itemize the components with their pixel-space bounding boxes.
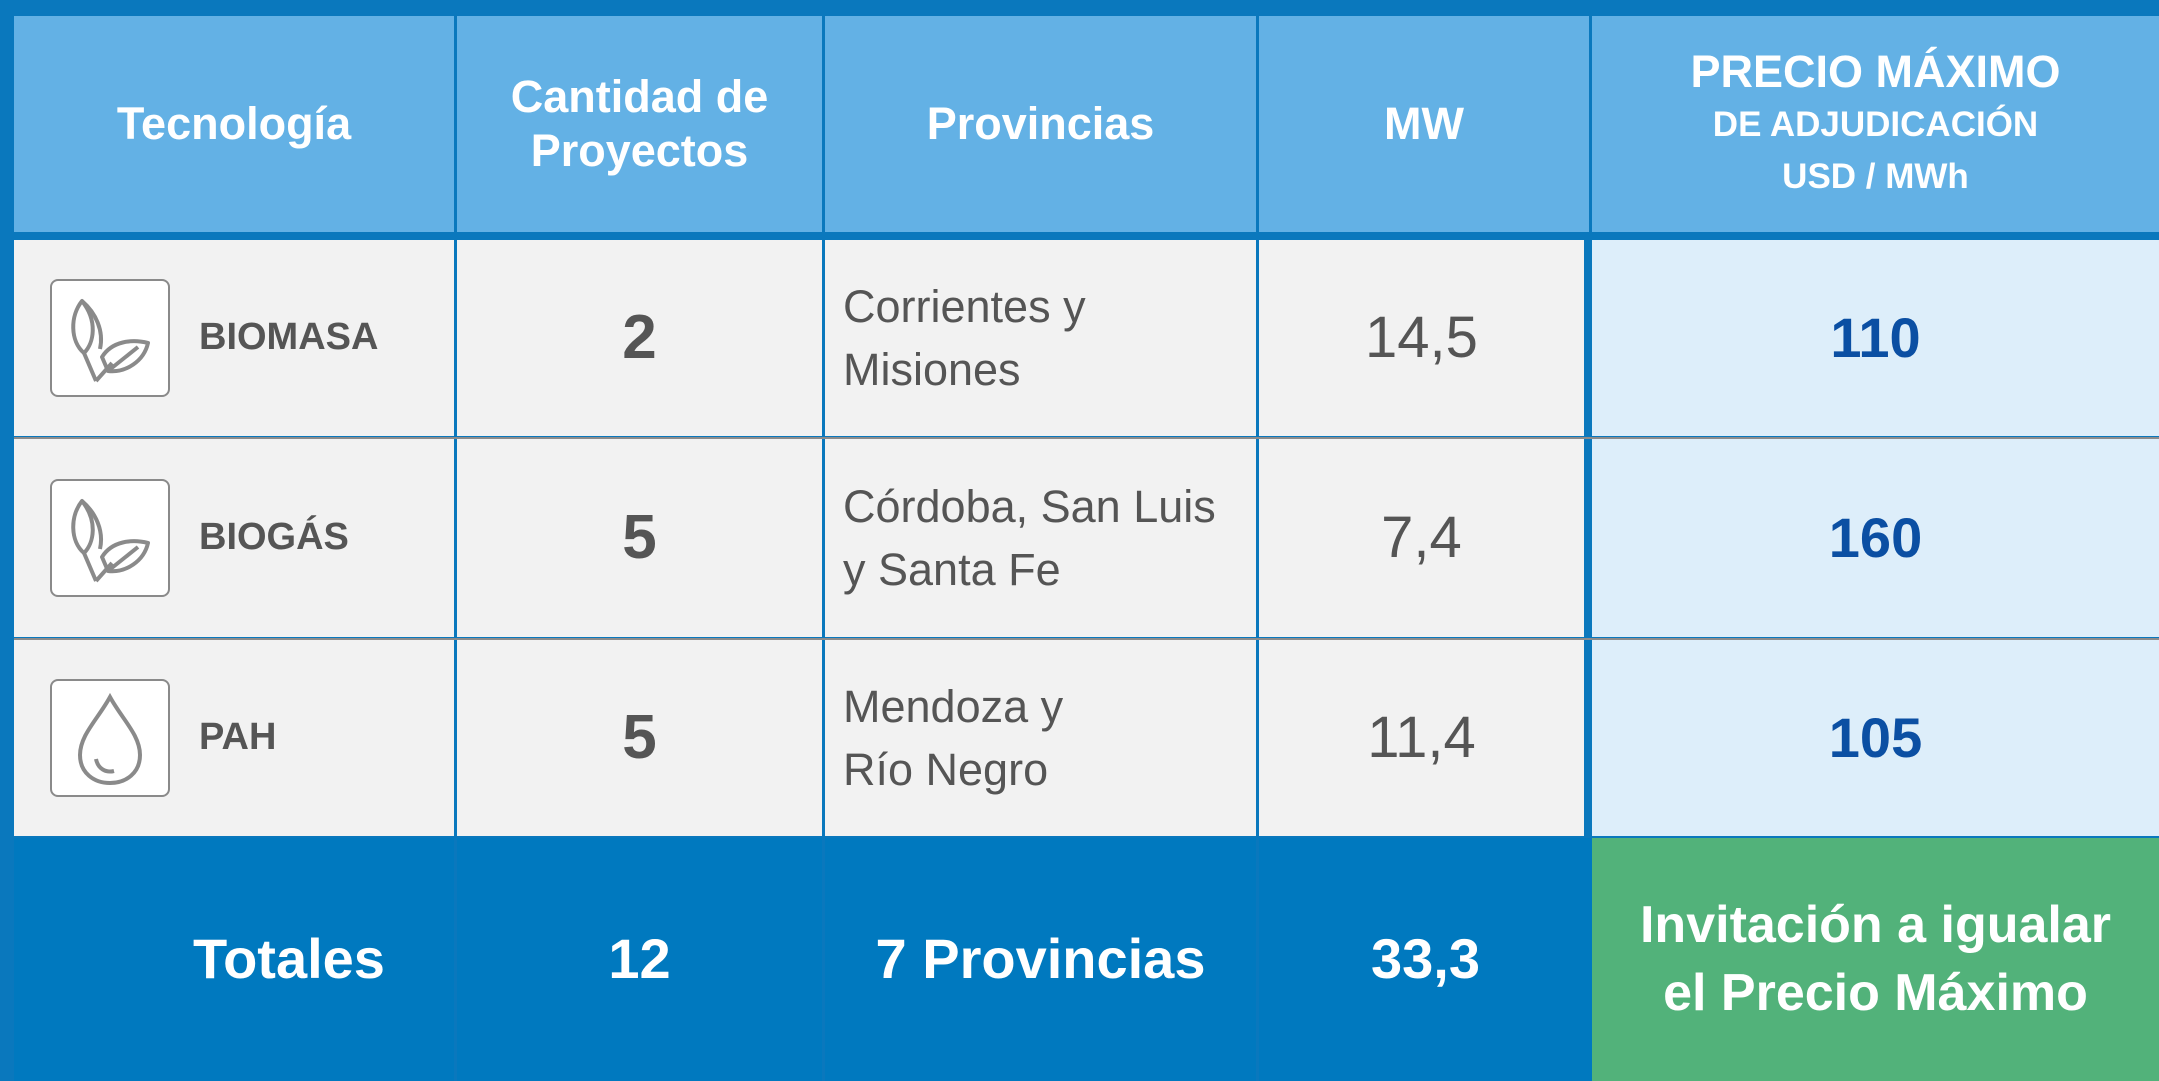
cell-text: Mendoza y — [843, 681, 1064, 732]
price-cell: 110 — [1592, 240, 2159, 436]
header-cell: Tecnología — [14, 16, 454, 232]
price-cell: 105 — [1592, 640, 2159, 836]
header-text: Proyectos — [530, 125, 749, 176]
technology-icon — [50, 279, 170, 397]
header-cell: MW — [1259, 16, 1589, 232]
cell-text: 160 — [1828, 505, 1923, 569]
cell-text: 5 — [622, 703, 657, 773]
technology-cell: BIOMASA — [14, 240, 454, 436]
cell-text: PAH — [199, 716, 277, 759]
provinces-cell: Córdoba, San Luis y Santa Fe — [825, 439, 1256, 637]
header-text: USD / MWh — [1782, 157, 1969, 196]
header-text: Provincias — [926, 98, 1155, 149]
totals-mw-cell: 33,3 — [1259, 838, 1592, 1081]
cell-text: BIOGÁS — [199, 516, 349, 559]
cell-text: Río Negro — [843, 744, 1049, 795]
technology-cell: PAH — [14, 640, 454, 836]
header-text: MW — [1384, 98, 1464, 149]
cell-text: 12 — [608, 927, 671, 991]
cell-text: 5 — [622, 503, 657, 573]
technology-icon — [50, 479, 170, 597]
totals-provinces-cell: 7 Provincias — [825, 838, 1256, 1081]
cell-text: el Precio Máximo — [1663, 963, 2088, 1022]
projects-cell: 5 — [457, 439, 822, 637]
header-cell: PRECIO MÁXIMO DE ADJUDICACIÓN USD / MWh — [1592, 16, 2159, 232]
mw-cell: 11,4 — [1259, 640, 1584, 836]
row-separator — [14, 437, 2159, 439]
cell-text: 2 — [622, 303, 657, 373]
totals-label-cell: Totales — [14, 838, 454, 1081]
cell-text: y Santa Fe — [843, 544, 1061, 595]
technology-cell: BIOGÁS — [14, 439, 454, 637]
header-text: DE ADJUDICACIÓN — [1712, 104, 2039, 144]
totals-note-cell: Invitación a igualar el Precio Máximo — [1592, 838, 2159, 1081]
cell-text: 110 — [1830, 305, 1921, 369]
cell-text: Misiones — [843, 344, 1021, 395]
header-cell: Provincias — [825, 16, 1256, 232]
technology-icon — [50, 679, 170, 797]
projects-cell: 5 — [457, 640, 822, 836]
cell-text: Invitación a igualar — [1639, 895, 2112, 954]
cell-text: 11,4 — [1367, 704, 1476, 770]
cell-text: Totales — [193, 927, 385, 991]
mw-cell: 7,4 — [1259, 439, 1584, 637]
mw-cell: 14,5 — [1259, 240, 1584, 436]
provinces-cell: Corrientes y Misiones — [825, 240, 1256, 436]
projects-cell: 2 — [457, 240, 822, 436]
row-separator — [14, 638, 2159, 640]
cell-text: 105 — [1828, 705, 1923, 769]
cell-text: 33,3 — [1371, 927, 1480, 991]
totals-projects-cell: 12 — [457, 838, 822, 1081]
header-text: Tecnología — [116, 98, 352, 149]
cell-text: 7,4 — [1381, 504, 1462, 570]
cell-text: Corrientes y — [843, 281, 1086, 332]
cell-text: 14,5 — [1365, 304, 1478, 370]
cell-text: Córdoba, San Luis — [843, 481, 1216, 532]
cell-text: BIOMASA — [199, 316, 379, 359]
header-text: PRECIO MÁXIMO — [1690, 45, 2061, 97]
cell-text: 7 Provincias — [875, 927, 1206, 991]
header-cell: Cantidad de Proyectos — [457, 16, 822, 232]
provinces-cell: Mendoza y Río Negro — [825, 640, 1256, 836]
price-cell: 160 — [1592, 439, 2159, 637]
header-text: Cantidad de — [510, 71, 769, 122]
